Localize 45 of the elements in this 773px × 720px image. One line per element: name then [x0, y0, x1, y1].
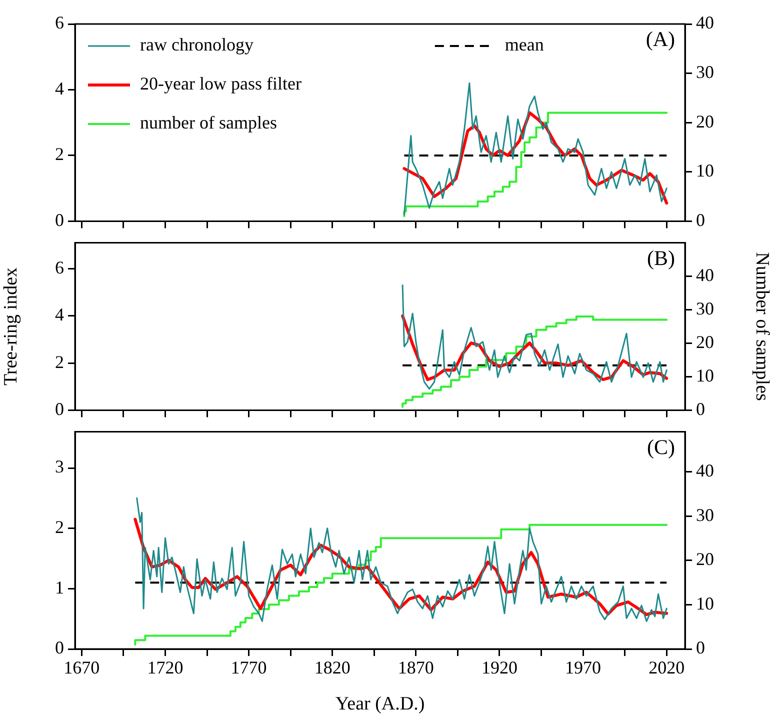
x-axis-title: Year (A.D.) [335, 694, 425, 715]
y2-tick-label: 30 [696, 62, 714, 82]
y-tick-label: 3 [55, 456, 64, 477]
x-tick-label: 1720 [147, 658, 184, 678]
x-tick-label: 1920 [481, 658, 518, 678]
legend-label: number of samples [140, 112, 277, 133]
y2-tick-label: 10 [696, 365, 714, 386]
y-tick-label: 0 [55, 638, 64, 658]
y-tick-label: 6 [55, 257, 64, 278]
y2-tick-label: 0 [696, 210, 705, 230]
y2-tick-label: 20 [696, 332, 714, 352]
y-tick-label: 0 [55, 210, 64, 230]
y-tick-label: 4 [55, 78, 64, 98]
y2-tick-label: 40 [696, 460, 714, 480]
y2-tick-label: 10 [696, 593, 714, 614]
x-tick-label: 1770 [230, 658, 267, 678]
x-tick-label: 1870 [398, 658, 434, 678]
y2-tick-label: 30 [696, 504, 714, 525]
y2-tick-label: 0 [696, 638, 705, 658]
y2-tick-label: 40 [696, 265, 714, 286]
y2-axis-title: Number of samples [752, 252, 773, 401]
y-axis-title: Tree-ring index [0, 266, 22, 386]
y2-tick-label: 20 [696, 111, 714, 132]
x-tick-label: 1820 [314, 658, 350, 678]
x-tick-label: 1970 [565, 658, 602, 678]
y2-tick-label: 10 [696, 160, 714, 181]
y2-tick-label: 20 [696, 549, 714, 570]
legend-label: 20-year low pass filter [140, 74, 302, 94]
legend-label: mean [504, 34, 544, 55]
y2-tick-label: 30 [696, 298, 714, 318]
y-tick-label: 0 [55, 398, 64, 419]
y2-tick-label: 0 [696, 398, 705, 419]
legend-label: raw chronology [140, 34, 254, 55]
y-tick-label: 2 [55, 517, 64, 538]
chart-title: (C) [647, 434, 675, 459]
y-tick-label: 6 [55, 12, 64, 33]
y2-tick-label: 40 [696, 12, 714, 33]
y-tick-label: 2 [55, 144, 64, 164]
x-tick-label: 1670 [64, 658, 100, 678]
y-tick-label: 2 [55, 352, 64, 372]
y-tick-label: 4 [55, 304, 64, 325]
chart-title: (A) [646, 27, 675, 52]
x-tick-label: 2020 [648, 658, 685, 678]
y-tick-label: 1 [55, 577, 64, 598]
chart-title: (B) [647, 246, 675, 270]
